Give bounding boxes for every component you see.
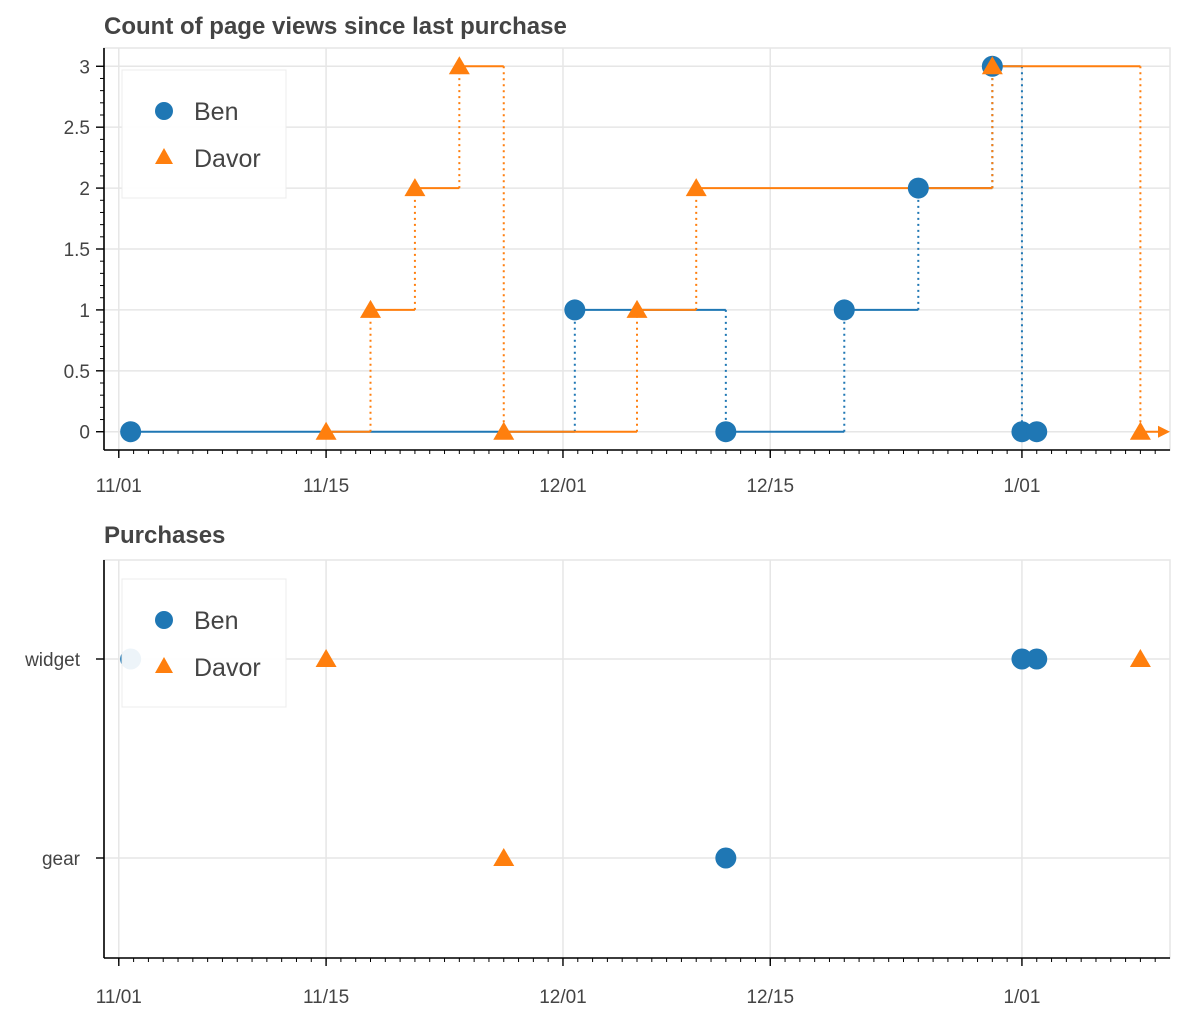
ben-purchase-point xyxy=(1011,648,1033,670)
x-tick-label: 12/01 xyxy=(539,987,587,1008)
legend-ben-label: Ben xyxy=(194,607,238,635)
x-tick-label: 11/15 xyxy=(303,476,349,497)
davor-point xyxy=(448,56,470,75)
chart2-legend: Ben Davor xyxy=(121,578,287,708)
y-tick-label: 0.5 xyxy=(64,362,90,383)
ben-point xyxy=(715,421,737,443)
x-tick-label: 12/15 xyxy=(746,476,794,497)
davor-purchase-point xyxy=(493,848,515,866)
ben-point xyxy=(907,177,929,199)
chart1-title: Count of page views since last purchase xyxy=(104,13,567,40)
ben-point xyxy=(120,421,142,443)
davor-point xyxy=(626,299,648,318)
legend-box xyxy=(121,69,287,199)
purchases-chart: Purchases widget gear 11/01 11/15 12/01 12/15… xyxy=(24,522,1171,1008)
davor-point xyxy=(493,421,515,440)
legend-ben-marker xyxy=(155,611,173,629)
legend-davor-marker xyxy=(155,657,173,673)
chart1-legend: Ben Davor xyxy=(121,69,287,199)
y-tick-label: 3 xyxy=(79,57,90,78)
davor-point xyxy=(1129,421,1151,440)
x-tick-label: 12/01 xyxy=(539,476,587,497)
chart2-title: Purchases xyxy=(104,522,225,549)
davor-point xyxy=(315,421,337,440)
x-tick-label: 12/15 xyxy=(746,987,794,1008)
y-tick-label: 0 xyxy=(79,423,90,444)
x-tick-label: 1/01 xyxy=(1003,987,1040,1008)
y-category-label: widget xyxy=(24,650,81,671)
legend-ben-label: Ben xyxy=(194,98,238,126)
legend-davor-label: Davor xyxy=(194,654,261,682)
ben-point xyxy=(564,299,586,321)
davor-purchase-point xyxy=(1129,649,1151,667)
davor-point xyxy=(360,299,381,318)
davor-point xyxy=(685,178,707,197)
chart1-axes: 0 0.5 1 1.5 2 2.5 3 11/01 11/15 12/01 12/15 1/01 xyxy=(64,48,1170,497)
ben-purchase-point xyxy=(1026,648,1048,670)
pageviews-chart: Count of page views since last purchase … xyxy=(64,13,1171,497)
legend-ben-marker xyxy=(155,102,173,120)
ben-point xyxy=(1026,421,1048,443)
x-tick-label: 11/15 xyxy=(303,987,349,1008)
ben-point xyxy=(833,299,855,321)
davor-point xyxy=(404,178,426,197)
legend-davor-label: Davor xyxy=(194,145,261,173)
y-tick-label: 1 xyxy=(79,301,90,322)
x-tick-label: 1/01 xyxy=(1003,476,1040,497)
y-category-label: gear xyxy=(42,849,81,870)
ben-point xyxy=(1011,421,1033,443)
chart2-axes: widget gear 11/01 11/15 12/01 12/15 1/01 xyxy=(24,560,1170,1008)
y-tick-label: 2.5 xyxy=(64,118,90,139)
chart1-markers xyxy=(120,55,1151,443)
legend-box xyxy=(121,578,287,708)
davor-purchase-point xyxy=(315,649,337,667)
davor-point xyxy=(981,56,1003,75)
x-tick-label: 11/01 xyxy=(96,987,142,1008)
chart1-step-lines xyxy=(130,65,1170,438)
x-tick-label: 11/01 xyxy=(96,476,142,497)
davor-arrowhead xyxy=(1158,425,1170,438)
legend-davor-marker xyxy=(155,148,173,164)
y-tick-label: 2 xyxy=(79,179,90,200)
ben-purchase-point xyxy=(715,847,737,869)
y-tick-label: 1.5 xyxy=(64,240,90,261)
